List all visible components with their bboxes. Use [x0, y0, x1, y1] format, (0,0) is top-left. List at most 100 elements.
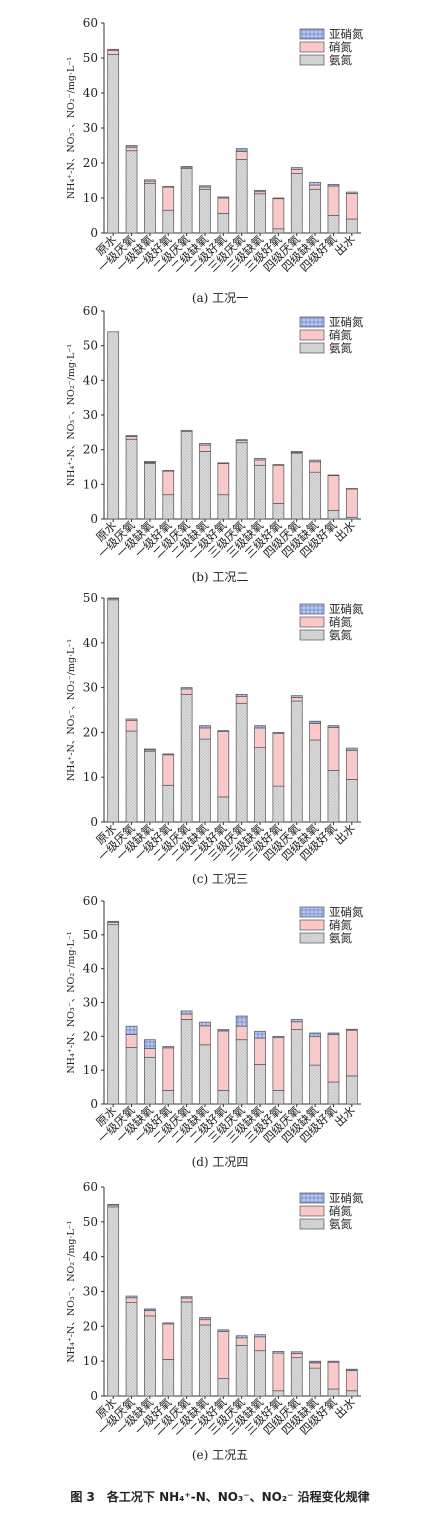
bar-nitrite-3: [144, 179, 156, 182]
bar-nitrite-3: [144, 461, 156, 463]
y-tick-label: 40: [83, 962, 98, 976]
bar-nitrite-5: [180, 1296, 193, 1299]
bar-nitrite-8: [235, 1015, 248, 1027]
bar-nitrite-3: [144, 1039, 156, 1049]
legend-label: 氨氮: [329, 53, 352, 67]
bar-ammonia-5: [180, 1301, 193, 1397]
figure-caption: 图 3 各工况下 NH₄⁺-N、NO₃⁻、NO₂⁻ 沿程变化规律: [70, 1490, 370, 1504]
y-tick-label: 20: [83, 725, 98, 739]
x-tick-label: 出水: [332, 1103, 359, 1130]
bar-nitrite-9: [254, 1030, 266, 1039]
bar-ammonia-1: [107, 331, 120, 520]
bar-nitrate-8: [235, 696, 248, 704]
bar-nitrate-4: [162, 186, 175, 211]
bar-nitrate-5: [180, 688, 193, 695]
bar-nitrite-9: [254, 457, 266, 461]
bar-ammonia-5: [180, 168, 193, 234]
bar-nitrite-4: [162, 753, 175, 756]
y-tick-label: 30: [83, 408, 98, 422]
panel-caption: (a) 工况一: [192, 291, 248, 305]
bar-nitrite-14: [345, 488, 358, 490]
legend-swatch: [299, 603, 325, 615]
bar-nitrate-13: [327, 1034, 340, 1083]
y-tick-label: 10: [83, 1354, 98, 1368]
legend-swatch: [299, 616, 325, 628]
y-tick-label: 60: [83, 304, 98, 318]
bar-ammonia-12: [309, 1367, 321, 1397]
bar-nitrite-8: [235, 148, 248, 152]
bar-nitrate-3: [144, 1310, 156, 1317]
bar-ammonia-3: [144, 463, 156, 520]
bar-nitrite-11: [290, 695, 303, 698]
bar-ammonia-1: [107, 1206, 120, 1397]
bar-ammonia-8: [235, 159, 248, 234]
bar-nitrite-14: [345, 1028, 358, 1031]
bar-nitrite-12: [309, 459, 321, 463]
bar-nitrite-14: [345, 747, 358, 751]
legend-swatch: [299, 316, 325, 328]
chart-panels: 0102030405060NH₄⁺-N、NO₃⁻、NO₂⁻/mg·L⁻¹原水一级…: [66, 16, 364, 1462]
bar-nitrite-12: [309, 1032, 321, 1038]
bar-nitrate-10: [272, 1037, 285, 1091]
bar-nitrite-5: [180, 166, 193, 168]
bar-nitrite-12: [309, 720, 321, 724]
bar-ammonia-4: [162, 209, 175, 234]
bar-nitrite-6: [199, 725, 211, 729]
y-tick-label: 0: [90, 1097, 98, 1111]
bar-nitrate-11: [290, 697, 303, 702]
bar-nitrate-12: [309, 184, 321, 190]
bar-nitrate-10: [272, 732, 285, 787]
legend-label: 硝氮: [329, 918, 352, 932]
y-tick-label: 50: [83, 51, 98, 65]
bar-nitrite-12: [309, 1360, 321, 1364]
bar-nitrite-2: [125, 1295, 138, 1299]
bar-nitrate-1: [107, 921, 120, 926]
bar-ammonia-9: [254, 193, 266, 234]
bar-ammonia-11: [290, 700, 303, 823]
bar-nitrate-12: [309, 723, 321, 741]
bar-nitrate-5: [180, 429, 193, 432]
bar-nitrate-11: [290, 1021, 303, 1030]
bar-ammonia-2: [125, 730, 138, 823]
bar-ammonia-13: [327, 770, 340, 823]
y-axis-title: NH₄⁺-N、NO₃⁻、NO₂⁻/mg·L⁻¹: [66, 57, 77, 199]
y-axis-title: NH₄⁺-N、NO₃⁻、NO₂⁻/mg·L⁻¹: [66, 344, 77, 486]
panel-caption: (e) 工况五: [192, 1448, 248, 1462]
bar-ammonia-1: [107, 54, 120, 234]
chart-panel-3: 01020304050NH₄⁺-N、NO₃⁻、NO₂⁻/mg·L⁻¹原水一级厌氧…: [66, 591, 364, 886]
y-tick-label: 40: [83, 86, 98, 100]
bar-ammonia-11: [290, 173, 303, 234]
bar-nitrate-9: [254, 727, 266, 748]
bar-nitrite-5: [180, 687, 193, 690]
bar-nitrite-1: [107, 48, 120, 51]
bar-nitrate-13: [327, 475, 340, 511]
bar-ammonia-1: [107, 599, 120, 823]
legend-swatch: [299, 1218, 325, 1230]
bar-ammonia-9: [254, 464, 266, 520]
bar-nitrate-14: [345, 488, 358, 518]
bar-nitrite-7: [217, 1029, 230, 1032]
bar-ammonia-10: [272, 785, 285, 823]
bar-nitrate-7: [217, 197, 230, 214]
bar-nitrate-6: [199, 1025, 211, 1046]
y-axis-title: NH₄⁺-N、NO₃⁻、NO₂⁻/mg·L⁻¹: [66, 931, 77, 1073]
bar-ammonia-12: [309, 739, 321, 823]
bar-nitrate-7: [217, 1030, 230, 1091]
bar-ammonia-9: [254, 747, 266, 823]
y-tick-label: 0: [90, 1389, 98, 1403]
y-tick-label: 20: [83, 1029, 98, 1043]
bar-ammonia-3: [144, 1315, 156, 1397]
bar-nitrite-9: [254, 1334, 266, 1338]
legend-swatch: [299, 342, 325, 354]
y-tick-label: 20: [83, 443, 98, 457]
bar-ammonia-8: [235, 442, 248, 520]
y-axis-title: NH₄⁺-N、NO₃⁻、NO₂⁻/mg·L⁻¹: [66, 639, 77, 781]
bar-nitrate-13: [327, 185, 340, 216]
bar-nitrate-6: [199, 444, 211, 452]
bar-ammonia-1: [107, 924, 120, 1105]
bar-ammonia-6: [199, 451, 211, 520]
y-tick-label: 40: [83, 1250, 98, 1264]
bar-ammonia-5: [180, 693, 193, 823]
bar-nitrite-3: [144, 748, 156, 751]
